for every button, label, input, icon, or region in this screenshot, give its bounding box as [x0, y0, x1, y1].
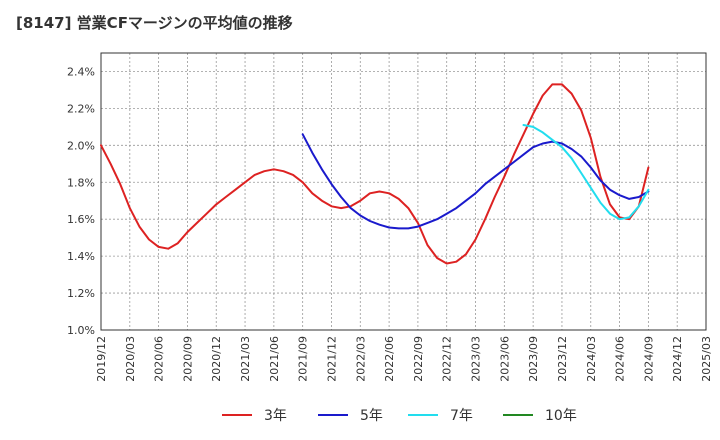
- chart-title: [8147] 営業CFマージンの平均値の推移: [16, 14, 293, 32]
- x-tick-label: 2020/03: [124, 336, 137, 382]
- y-tick-label: 1.4%: [67, 250, 95, 263]
- x-tick-label: 2023/09: [527, 336, 540, 382]
- series-line: [301, 133, 650, 230]
- x-tick-label: 2020/09: [181, 336, 194, 382]
- y-tick-label: 2.2%: [67, 102, 95, 115]
- x-tick-label: 2020/06: [153, 336, 166, 382]
- x-tick-label: 2022/03: [354, 336, 367, 382]
- x-tick-label: 2024/09: [642, 336, 655, 382]
- x-tick-label: 2023/03: [470, 336, 483, 382]
- x-tick-label: 2023/06: [498, 336, 511, 382]
- x-tick-label: 2022/09: [412, 336, 425, 382]
- x-tick-label: 2019/12: [95, 336, 108, 382]
- x-tick-label: 2021/09: [297, 336, 310, 382]
- x-tick-label: 2022/06: [383, 336, 396, 382]
- legend-label: 10年: [545, 408, 577, 424]
- legend-label: 5年: [360, 408, 383, 424]
- y-tick-label: 2.0%: [67, 139, 95, 152]
- y-tick-label: 1.2%: [67, 287, 95, 300]
- x-tick-label: 2020/12: [210, 336, 223, 382]
- x-tick-label: 2025/03: [700, 336, 713, 382]
- x-tick-label: 2023/12: [556, 336, 569, 382]
- y-tick-label: 1.6%: [67, 213, 95, 226]
- x-tick-label: 2021/06: [268, 336, 281, 382]
- plot-border: [100, 52, 707, 331]
- x-tick-label: 2024/12: [671, 336, 684, 382]
- x-tick-label: 2021/03: [239, 336, 252, 382]
- y-tick-label: 1.8%: [67, 176, 95, 189]
- y-tick-label: 2.4%: [67, 65, 95, 78]
- y-tick-label: 1.0%: [67, 324, 95, 337]
- x-tick-label: 2024/03: [585, 336, 598, 382]
- x-tick-label: 2021/12: [325, 336, 338, 382]
- series-line: [522, 124, 650, 221]
- plot-area: [101, 53, 706, 330]
- legend-label: 7年: [450, 408, 473, 424]
- x-tick-label: 2022/12: [441, 336, 454, 382]
- series-line: [100, 83, 650, 265]
- legend-label: 3年: [264, 408, 287, 424]
- x-tick-label: 2024/06: [614, 336, 627, 382]
